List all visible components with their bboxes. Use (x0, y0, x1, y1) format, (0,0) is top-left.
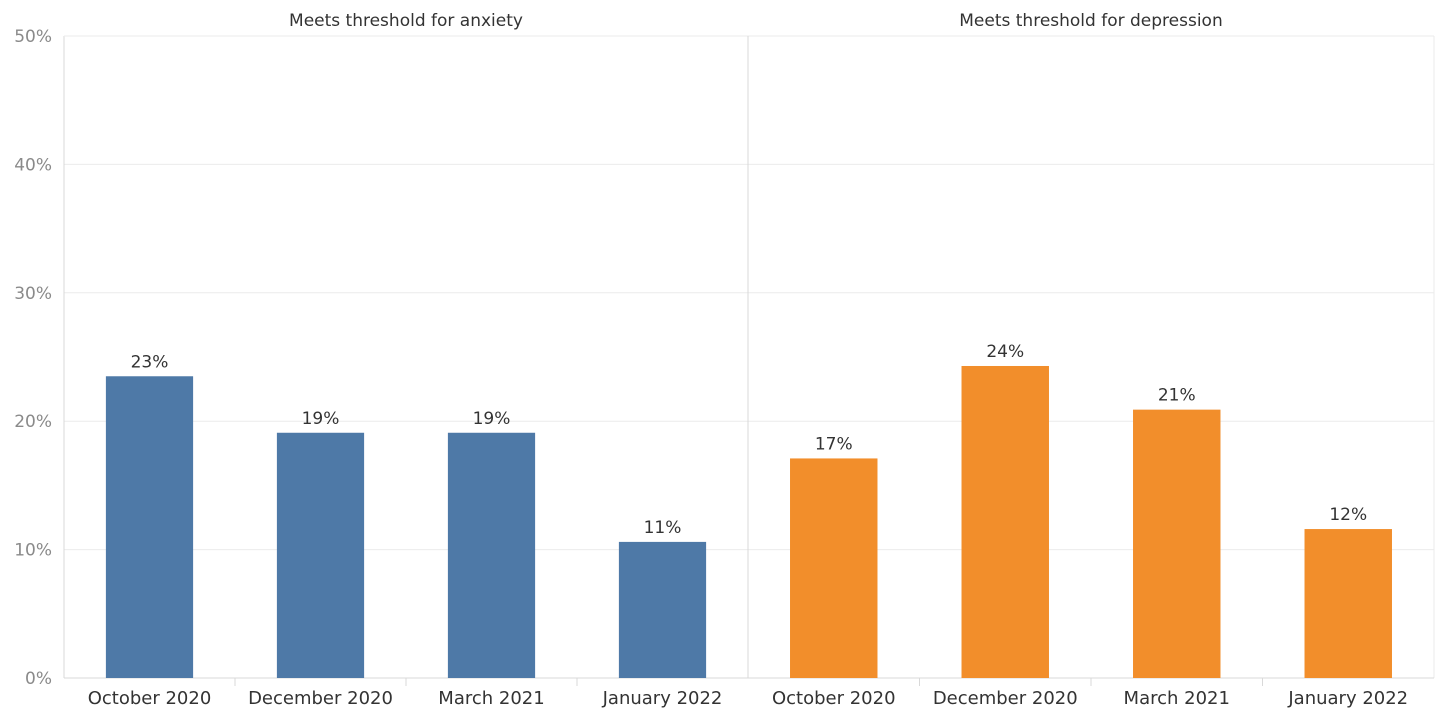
x-tick-label: January 2022 (602, 688, 723, 709)
bar (790, 458, 878, 678)
y-tick-label: 50% (14, 27, 52, 47)
data-label: 19% (302, 409, 340, 429)
y-tick-label: 30% (14, 284, 52, 304)
bar (1304, 529, 1392, 678)
data-label: 24% (986, 342, 1024, 362)
data-label: 17% (815, 434, 853, 454)
y-tick-label: 0% (25, 669, 52, 689)
x-tick-label: March 2021 (438, 688, 544, 709)
x-tick-label: December 2020 (933, 688, 1078, 709)
gridlines (64, 35, 1434, 551)
x-tick-label: October 2020 (772, 688, 896, 709)
data-label: 21% (1158, 386, 1196, 406)
x-tick-label: January 2022 (1287, 688, 1408, 709)
x-tick-label: March 2021 (1124, 688, 1230, 709)
data-label: 12% (1329, 505, 1367, 525)
y-tick-label: 10% (14, 541, 52, 561)
bar (276, 432, 365, 678)
bar (618, 541, 707, 678)
panel-title-depression: Meets threshold for depression (959, 11, 1222, 31)
y-tick-label: 20% (14, 412, 52, 432)
x-tick-label: October 2020 (88, 688, 212, 709)
data-label: 23% (131, 352, 169, 372)
axes (63, 35, 1435, 679)
data-label: 11% (644, 518, 682, 538)
panel-anxiety: 23% October 2020 19% December 2020 19% March … (88, 352, 723, 709)
bar (447, 432, 536, 678)
y-axis-ticks: 0% 10% 20% 30% 40% 50% (14, 27, 52, 689)
bar (105, 376, 194, 678)
data-label: 19% (473, 409, 511, 429)
bar (961, 365, 1049, 678)
panel-title-anxiety: Meets threshold for anxiety (289, 11, 523, 31)
x-tick-label: December 2020 (248, 688, 393, 709)
bar (1133, 409, 1221, 678)
y-tick-label: 40% (14, 155, 52, 175)
panel-depression: 17% October 2020 24% December 2020 21% March … (772, 342, 1408, 709)
